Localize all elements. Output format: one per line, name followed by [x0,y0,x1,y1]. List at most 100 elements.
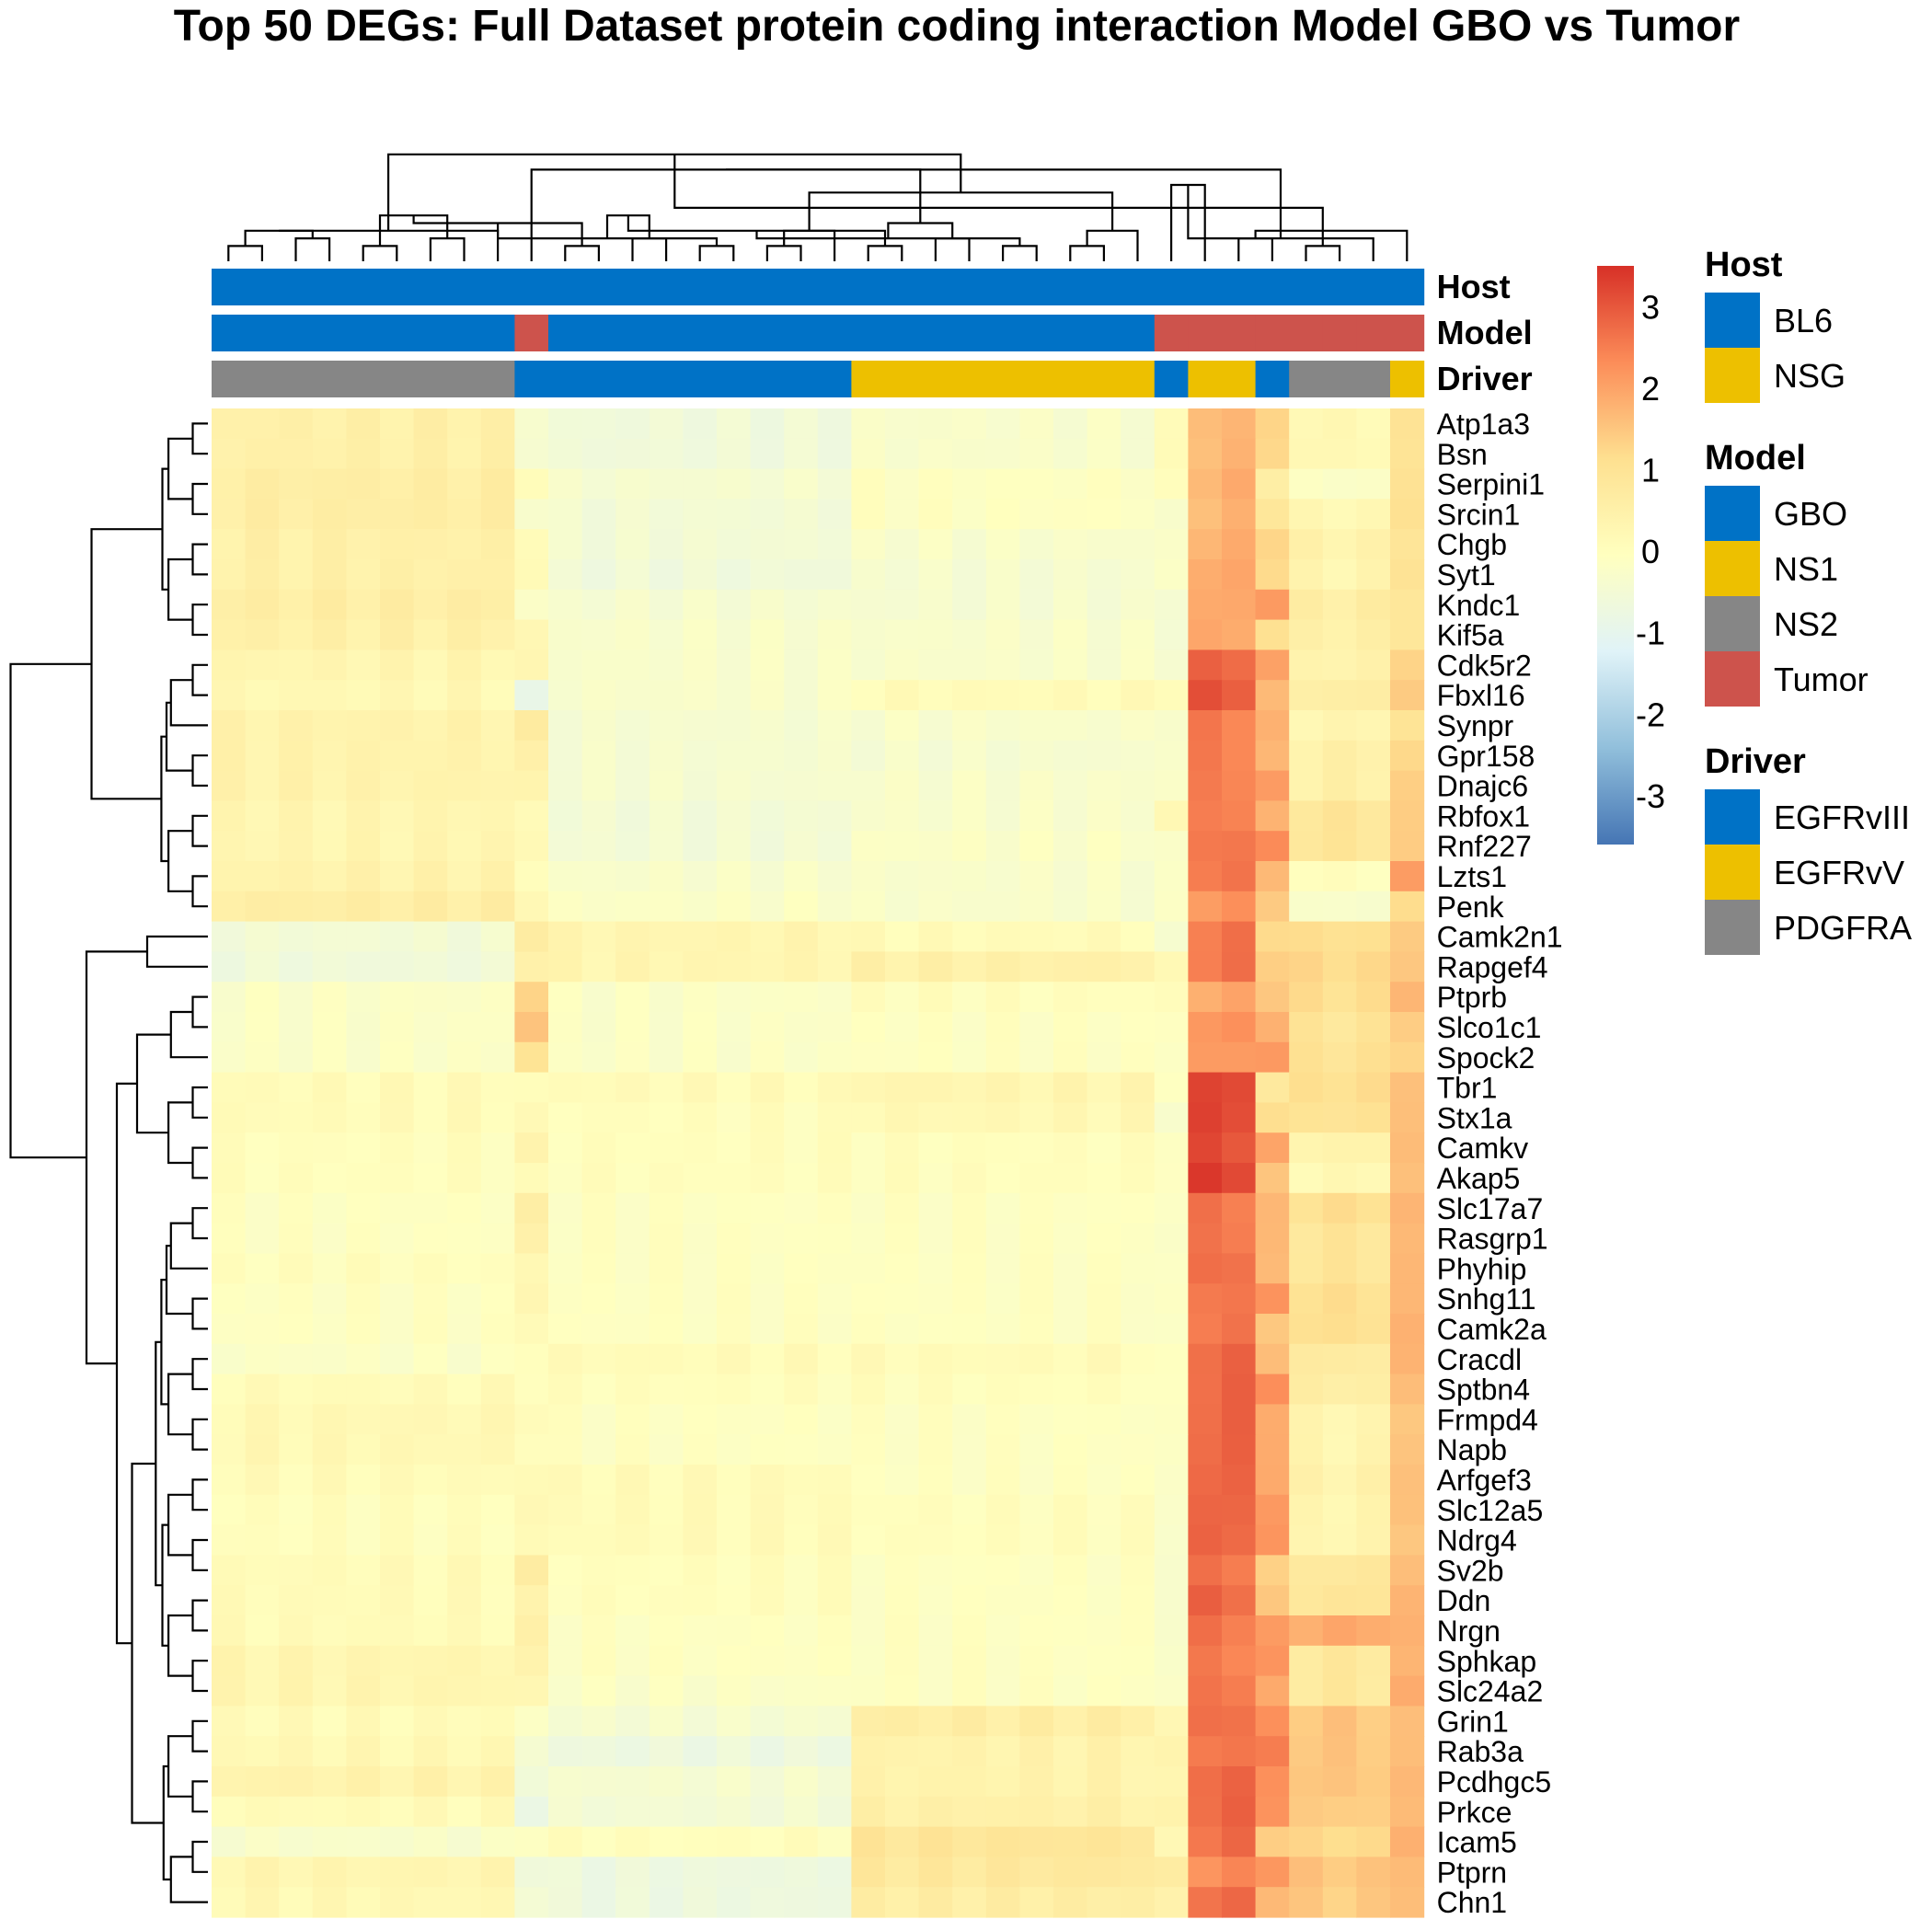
heatmap-cell [1255,1192,1290,1224]
dendrogram-branch [169,1856,208,1903]
heatmap-cell [817,589,852,621]
heatmap-cell [1053,619,1088,650]
heatmap-cell [380,1585,415,1616]
heatmap-cell [312,982,347,1013]
heatmap-cell [548,529,583,560]
heatmap-cell [1121,1736,1156,1767]
heatmap-cell [649,1524,684,1556]
heatmap-cell [346,1434,381,1465]
row-label: Camk2a [1437,1313,1547,1346]
heatmap-cell [952,1856,987,1888]
heatmap-cell [717,982,752,1013]
heatmap-cell [212,1887,247,1918]
row-label: Sptbn4 [1437,1374,1530,1407]
heatmap-cell [1154,1826,1189,1857]
heatmap-cell [1222,1796,1257,1828]
heatmap-cell [918,1494,953,1526]
row-label: Snhg11 [1437,1282,1536,1316]
heatmap-cell [1322,468,1357,500]
heatmap-cell [581,680,616,711]
heatmap-cell [312,1585,347,1616]
heatmap-cell [1053,1675,1088,1707]
heatmap-cell [312,740,347,772]
heatmap-cell [548,499,583,530]
heatmap-cell [784,1012,819,1043]
heatmap-cell [1289,1494,1324,1526]
heatmap-cell [1053,861,1088,892]
heatmap-cell [952,1041,987,1074]
heatmap-cell [649,649,684,681]
row-labels: Atp1a3BsnSerpini1Srcin1ChgbSyt1Kndc1Kif5… [1437,408,1563,1919]
heatmap-cell [717,1706,752,1737]
heatmap-cell [548,1072,583,1103]
heatmap-cell [548,831,583,862]
row-label: Gpr158 [1437,740,1535,773]
heatmap-cell [480,1253,515,1284]
heatmap-cell [1053,1012,1088,1043]
heatmap-cell [413,1404,448,1435]
heatmap-cell [212,1675,247,1707]
heatmap-cell [581,529,616,560]
heatmap-cell [1019,1826,1054,1857]
heatmap-cell [1390,1223,1425,1254]
heatmap-cell [480,1736,515,1767]
heatmap-cell [480,1283,515,1315]
heatmap-cell [548,800,583,832]
heatmap-cell [1289,1404,1324,1435]
heatmap-cell [1121,770,1156,801]
heatmap-cell [750,680,785,711]
heatmap-cell [1121,1706,1156,1737]
heatmap-cell [851,1374,886,1405]
heatmap-cell [212,1465,247,1496]
heatmap-cell [1154,740,1189,772]
heatmap-cell [1390,770,1425,801]
heatmap-cell [279,438,314,470]
heatmap-cell [312,951,347,983]
heatmap-cell [918,1585,953,1616]
heatmap-cell [1222,1192,1257,1224]
heatmap-cell [1356,408,1391,440]
heatmap-cell [346,1555,381,1586]
heatmap-cell [683,1012,718,1043]
heatmap-cell [1087,1223,1121,1254]
heatmap-cell [380,921,415,952]
heatmap-cell [717,1675,752,1707]
dendrogram-branch [191,995,208,1029]
heatmap-cell [750,982,785,1013]
heatmap-cell [1188,1645,1223,1677]
heatmap-cell [817,1615,852,1647]
heatmap-cell [1222,1102,1257,1133]
heatmap-cell [1356,559,1391,591]
heatmap-cell [1154,468,1189,500]
heatmap-cell [885,468,920,500]
heatmap-cell [1053,740,1088,772]
heatmap-cell [346,1826,381,1857]
heatmap-cell [279,408,314,440]
heatmap-cell [649,589,684,621]
heatmap-cell [717,1615,752,1647]
heatmap-cell [1121,499,1156,530]
heatmap-cell [1019,1706,1054,1737]
heatmap-cell [817,1314,852,1345]
heatmap-cell [851,1283,886,1315]
heatmap-cell [649,438,684,470]
heatmap-cell [548,740,583,772]
heatmap-cell [1289,831,1324,862]
heatmap-cell [1390,1314,1425,1345]
heatmap-cell [212,800,247,832]
heatmap-cell [750,951,785,983]
heatmap-cell [1390,1434,1425,1465]
heatmap-cell [1121,1163,1156,1194]
heatmap-cell [447,529,482,560]
heatmap-cell [514,1072,549,1103]
row-label: Lzts1 [1437,860,1507,893]
heatmap-cell [245,1826,280,1857]
heatmap-cell [1019,1253,1054,1284]
heatmap-cell [615,649,650,681]
heatmap-cell [918,1253,953,1284]
heatmap-cell [245,1796,280,1828]
heatmap-cell [1222,1675,1257,1707]
heatmap-cell [1222,1374,1257,1405]
heatmap-cell [380,1102,415,1133]
heatmap-cell [212,559,247,591]
